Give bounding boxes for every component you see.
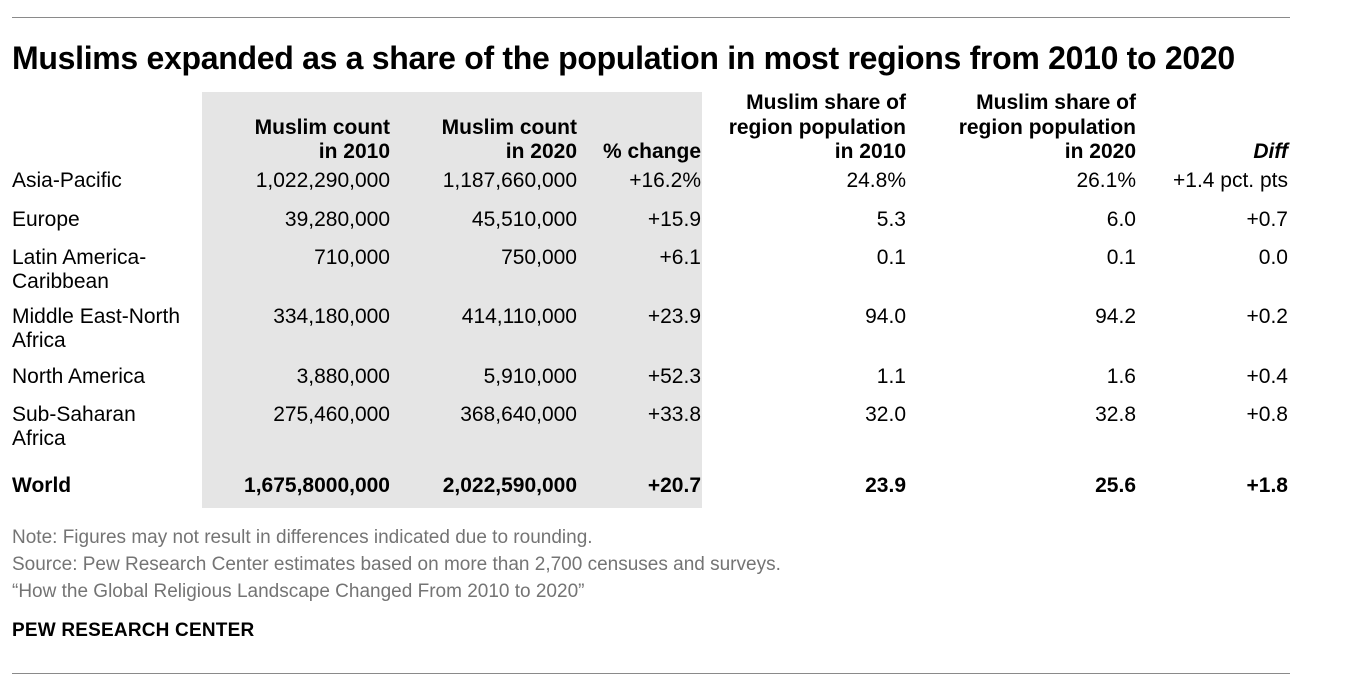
column-header-3-line3: % change: [602, 140, 701, 163]
table-cell-r2-c6: +0.7: [1246, 208, 1288, 231]
table-cell-r6-c3: +33.8: [647, 403, 701, 426]
footnote: Note: Figures may not result in differen…: [12, 527, 593, 548]
top-rule: [12, 17, 1290, 18]
table-cell-r2-c1: 39,280,000: [284, 208, 390, 231]
table-cell-r7-c1: 1,675,8000,000: [244, 474, 390, 497]
table-cell-r7-c6: +1.8: [1246, 474, 1288, 497]
table-cell-r1-c6: +1.4 pct. pts: [1173, 169, 1288, 192]
column-header-4-line1: Muslim share of: [746, 91, 906, 114]
table-cell-r1-c4: 24.8%: [846, 169, 906, 192]
table-cell-r4-c6: +0.2: [1246, 305, 1288, 328]
report-title: “How the Global Religious Landscape Chan…: [12, 581, 585, 602]
row-label-1: Asia-Pacific: [12, 169, 122, 192]
count-columns-shading: [202, 92, 702, 508]
table-cell-r3-c3: +6.1: [659, 246, 701, 269]
table-cell-r2-c4: 5.3: [876, 208, 906, 231]
table-cell-r7-c4: 23.9: [865, 474, 906, 497]
row-label-3: Latin America-: [12, 246, 147, 269]
table-cell-r1-c5: 26.1%: [1076, 169, 1136, 192]
chart-title: Muslims expanded as a share of the popul…: [12, 40, 1235, 76]
table-cell-r1-c1: 1,022,290,000: [255, 169, 390, 192]
column-header-4-line3: in 2010: [834, 140, 906, 163]
row-label-5: North America: [12, 365, 146, 388]
table-cell-r5-c6: +0.4: [1246, 365, 1288, 388]
column-header-1-line3: in 2010: [318, 140, 390, 163]
row-label-7: World: [12, 474, 72, 497]
table-cell-r3-c4: 0.1: [876, 246, 906, 269]
table-cell-r4-c2: 414,110,000: [461, 305, 577, 328]
table-cell-r6-c5: 32.8: [1095, 403, 1136, 426]
table-cell-r6-c1: 275,460,000: [273, 403, 390, 426]
row-label-4-cont: Africa: [12, 329, 66, 352]
row-label-6: Sub-Saharan: [12, 403, 136, 426]
table-cell-r6-c2: 368,640,000: [460, 403, 577, 426]
column-header-5-line2: region population: [958, 116, 1136, 139]
table-cell-r4-c4: 94.0: [865, 305, 906, 328]
table-cell-r4-c3: +23.9: [647, 305, 701, 328]
table-cell-r3-c5: 0.1: [1106, 246, 1136, 269]
table-cell-r5-c4: 1.1: [876, 365, 906, 388]
table-cell-r2-c3: +15.9: [647, 208, 701, 231]
table-cell-r5-c2: 5,910,000: [483, 365, 577, 388]
row-label-3-cont: Caribbean: [12, 270, 109, 293]
column-header-2-line2: Muslim count: [441, 116, 577, 139]
table-cell-r5-c5: 1.6: [1106, 365, 1136, 388]
column-header-5-line1: Muslim share of: [976, 91, 1136, 114]
source-note: Source: Pew Research Center estimates ba…: [12, 554, 781, 575]
table-cell-r3-c1: 710,000: [314, 246, 390, 269]
table-cell-r5-c3: +52.3: [647, 365, 701, 388]
table-cell-r4-c1: 334,180,000: [273, 305, 390, 328]
table-cell-r4-c5: 94.2: [1095, 305, 1136, 328]
column-header-1-line2: Muslim count: [254, 116, 390, 139]
column-header-4-line2: region population: [728, 116, 906, 139]
table-cell-r6-c4: 32.0: [865, 403, 906, 426]
brand-logo-text: PEW RESEARCH CENTER: [12, 620, 255, 641]
table-cell-r2-c2: 45,510,000: [471, 208, 577, 231]
table-cell-r7-c5: 25.6: [1095, 474, 1136, 497]
column-header-6-line3: Diff: [1253, 140, 1288, 163]
table-cell-r7-c3: +20.7: [647, 474, 701, 497]
table-cell-r1-c3: +16.2%: [629, 169, 701, 192]
table-cell-r7-c2: 2,022,590,000: [442, 474, 577, 497]
table-cell-r6-c6: +0.8: [1246, 403, 1288, 426]
row-label-6-cont: Africa: [12, 427, 66, 450]
row-label-2: Europe: [12, 208, 80, 231]
table-cell-r3-c2: 750,000: [501, 246, 577, 269]
table-cell-r3-c6: 0.0: [1258, 246, 1288, 269]
row-label-4: Middle East-North: [12, 305, 181, 328]
table-cell-r1-c2: 1,187,660,000: [442, 169, 577, 192]
column-header-2-line3: in 2020: [505, 140, 577, 163]
table-cell-r2-c5: 6.0: [1106, 208, 1136, 231]
bottom-rule: [12, 673, 1290, 674]
table-cell-r5-c1: 3,880,000: [296, 365, 390, 388]
column-header-5-line3: in 2020: [1064, 140, 1136, 163]
